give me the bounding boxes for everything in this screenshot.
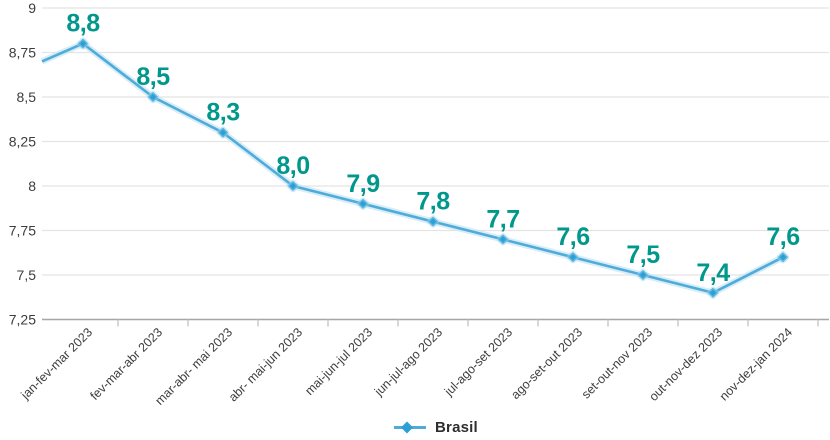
x-axis-label: set-out-nov 2023 (579, 325, 655, 401)
data-point-label: 7,6 (556, 223, 589, 251)
x-axis-label: abr- mai-jun 2023 (226, 325, 305, 404)
data-point-label: 7,9 (346, 170, 379, 198)
x-axis-label: jul-ago-set 2023 (441, 325, 515, 399)
x-axis-label: out-nov-dez 2023 (646, 325, 725, 404)
x-axis-label: nov-dez-jan 2024 (717, 325, 795, 403)
data-point-label: 7,7 (486, 205, 519, 233)
x-axis-label: jun-jul-ago 2023 (371, 325, 445, 399)
data-point-marker (566, 250, 580, 264)
data-point-label: 7,5 (626, 241, 660, 269)
y-axis-label: 8 (28, 178, 36, 194)
x-axis-label: mai-jun-jul 2023 (302, 325, 375, 398)
x-axis-label: jan-fev-mar 2023 (18, 325, 95, 402)
legend-diamond (401, 421, 413, 434)
data-point-marker (706, 286, 720, 300)
y-axis-label: 7,25 (9, 312, 36, 328)
data-point-marker (76, 37, 90, 50)
x-axis-label: fev-mar-abr 2023 (87, 325, 165, 403)
x-axis-label: mar-abr- mai 2023 (153, 325, 236, 408)
data-point-label: 8,3 (206, 99, 239, 127)
data-point-label: 7,4 (696, 259, 730, 287)
data-point-marker (636, 268, 650, 282)
data-point-marker (146, 90, 160, 104)
data-point-label: 8,8 (66, 10, 100, 38)
data-point-marker (426, 215, 440, 228)
y-axis-label: 9 (28, 0, 36, 16)
legend: Brasil (394, 419, 478, 436)
x-axis-label: ago-set-out 2023 (508, 325, 585, 402)
data-point-marker (496, 233, 510, 246)
data-point-label: 7,8 (416, 188, 450, 216)
data-point-label: 8,0 (276, 152, 309, 180)
y-axis-label: 8,5 (17, 89, 37, 105)
legend-label: Brasil (435, 419, 478, 436)
data-point-marker (286, 179, 300, 193)
y-axis-label: 8,75 (9, 45, 36, 61)
legend-line-marker-icon (394, 421, 426, 434)
data-point-marker (356, 197, 370, 211)
series-line (41, 42, 784, 295)
y-axis-label: 7,75 (9, 223, 36, 239)
data-point-label: 7,6 (766, 223, 799, 251)
data-point-marker (216, 126, 230, 139)
data-point-marker (776, 250, 790, 264)
data-point-label: 8,5 (136, 63, 170, 91)
y-axis-label: 7,5 (17, 267, 37, 283)
y-axis-label: 8,25 (9, 134, 36, 150)
